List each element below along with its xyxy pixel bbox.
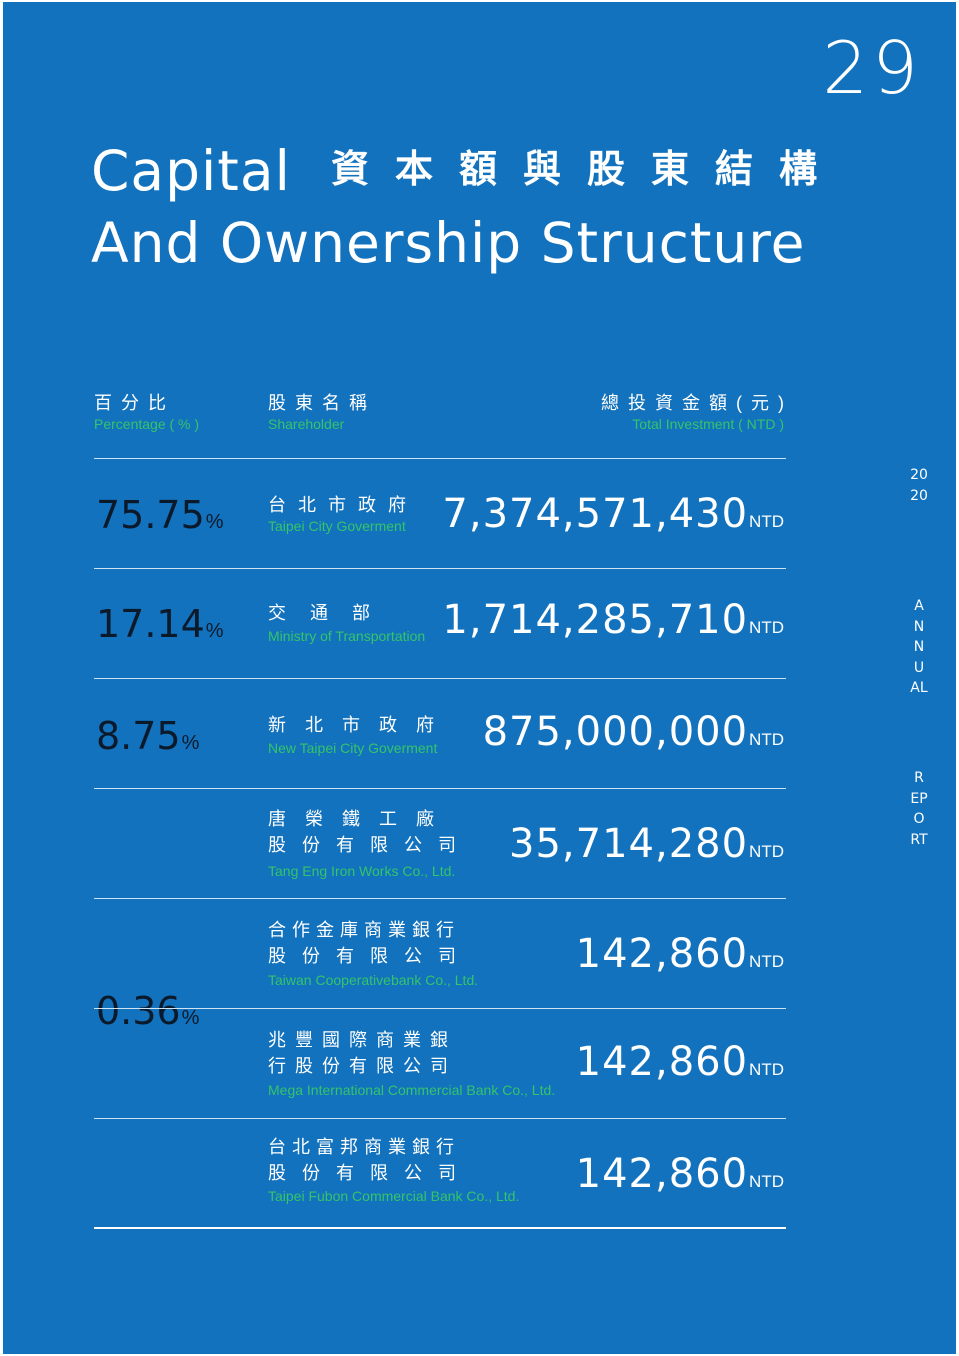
shareholder-name-zh: 新北市政府 — [268, 715, 453, 735]
row-percentage: 8.75% — [96, 717, 199, 755]
investment-amount: 1,714,285,710NTD — [442, 600, 784, 640]
table-divider — [94, 568, 786, 569]
percentage-value: 8.75 — [96, 714, 181, 758]
shareholder-name-en: Mega International Commercial Bank Co., … — [268, 1082, 556, 1098]
table-divider — [94, 898, 786, 899]
percent-sign: % — [181, 1007, 200, 1029]
shareholder-name-zh: 唐榮鐵工廠 — [268, 809, 453, 829]
table-divider — [94, 678, 786, 679]
title-zh: 資本額與股東結構 — [331, 147, 844, 191]
header-investment-en: Total Investment ( NTD ) — [632, 416, 784, 432]
shareholder-name-zh-line-2: 股份有限公司 — [268, 835, 472, 855]
investment-amount: 7,374,571,430NTD — [442, 494, 784, 534]
shareholder-name-en: Taipei City Goverment — [268, 518, 406, 534]
percent-sign: % — [205, 511, 224, 533]
amount-value: 875,000,000 — [482, 709, 749, 755]
sidebar-annual: ANNUAL — [910, 598, 928, 696]
title-en-line-2: And Ownership Structure — [91, 211, 806, 275]
amount-value: 1,714,285,710 — [442, 597, 749, 643]
table-divider — [94, 1008, 786, 1009]
shareholder-name-zh: 交通部 — [268, 603, 394, 623]
amount-value: 7,374,571,430 — [442, 491, 749, 537]
title-en-line-1: Capital — [91, 139, 291, 203]
investment-amount: 142,860NTD — [576, 1154, 784, 1194]
investment-amount: 142,860NTD — [576, 934, 784, 974]
group-percentage: 0.36% — [96, 992, 199, 1030]
shareholder-name-en: Ministry of Transportation — [268, 628, 426, 644]
amount-value: 142,860 — [575, 931, 749, 977]
amount-value: 142,860 — [575, 1039, 749, 1085]
currency-unit: NTD — [749, 1172, 784, 1191]
table-divider — [94, 458, 786, 459]
shareholder-name-zh: 合作金庫商業銀行 — [268, 920, 460, 940]
header-percentage-zh: 百分比 — [94, 393, 175, 413]
sidebar-report: REPORT — [910, 770, 928, 848]
shareholder-name-en: Taipei Fubon Commercial Bank Co., Ltd. — [268, 1188, 520, 1204]
shareholder-name-en: Tang Eng Iron Works Co., Ltd. — [268, 863, 456, 879]
shareholder-name-en: New Taipei City Goverment — [268, 740, 438, 756]
investment-amount: 35,714,280NTD — [509, 824, 784, 864]
investment-amount: 142,860NTD — [576, 1042, 784, 1082]
currency-unit: NTD — [749, 952, 784, 971]
table-divider — [94, 788, 786, 789]
currency-unit: NTD — [749, 1060, 784, 1079]
header-shareholder-en: Shareholder — [268, 416, 345, 432]
currency-unit: NTD — [749, 512, 784, 531]
percent-sign: % — [181, 732, 200, 754]
amount-value: 142,860 — [575, 1151, 749, 1197]
shareholder-name-zh: 台北市政府 — [268, 495, 418, 515]
shareholder-name-zh: 台北富邦商業銀行 — [268, 1137, 460, 1157]
currency-unit: NTD — [749, 730, 784, 749]
investment-amount: 875,000,000NTD — [483, 712, 784, 752]
report-page: 29 Capital 資本額與股東結構 And Ownership Struct… — [3, 2, 956, 1354]
amount-value: 35,714,280 — [509, 821, 749, 867]
page-number: 29 — [822, 26, 922, 110]
percentage-value: 0.36 — [96, 989, 181, 1033]
table-bottom-rule — [94, 1227, 786, 1229]
shareholder-name-zh: 兆豐國際商業銀 — [268, 1030, 457, 1050]
percentage-value: 75.75 — [96, 493, 205, 537]
shareholder-name-en: Taiwan Cooperativebank Co., Ltd. — [268, 972, 479, 988]
currency-unit: NTD — [749, 618, 784, 637]
percentage-value: 17.14 — [96, 602, 205, 646]
currency-unit: NTD — [749, 842, 784, 861]
header-shareholder-zh: 股東名稱 — [268, 393, 376, 413]
shareholder-name-zh-line-2: 股份有限公司 — [268, 946, 472, 966]
table-divider — [94, 1118, 786, 1119]
percent-sign: % — [205, 620, 224, 642]
shareholder-name-zh-line-2: 股份有限公司 — [268, 1163, 472, 1183]
header-percentage-en: Percentage ( % ) — [94, 416, 200, 432]
shareholder-name-zh-line-2: 行股份有限公司 — [268, 1056, 457, 1076]
header-investment-zh: 總投資金額(元) — [601, 393, 793, 413]
row-percentage: 17.14% — [96, 605, 224, 643]
sidebar-year: 2020 — [910, 467, 928, 504]
row-percentage: 75.75% — [96, 496, 224, 534]
